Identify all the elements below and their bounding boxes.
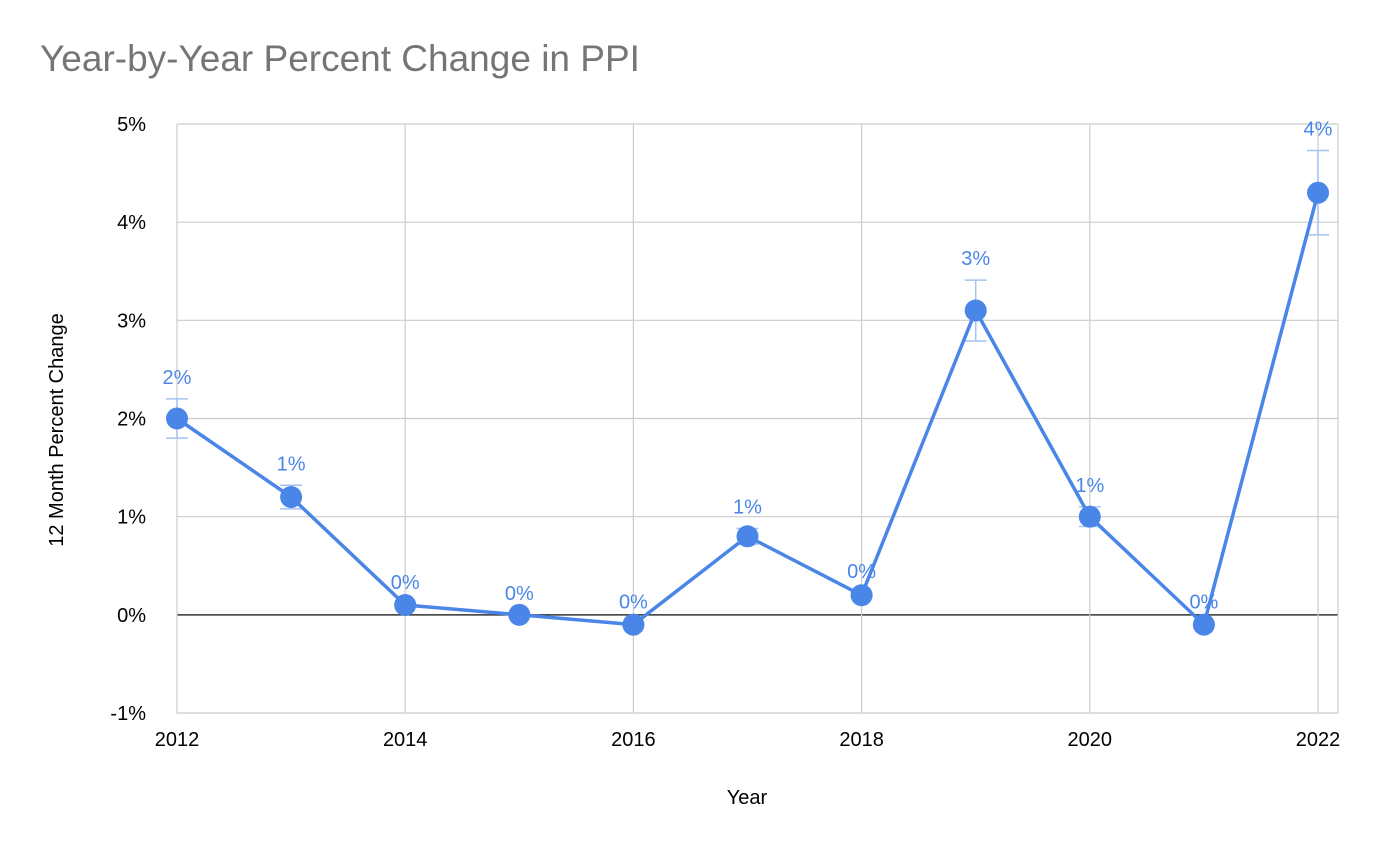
data-point [622, 613, 645, 636]
data-point [1192, 613, 1215, 636]
grid-lines [176, 123, 1339, 714]
x-tick-label: 2018 [839, 729, 884, 751]
data-point [394, 594, 417, 617]
data-label: 3% [961, 248, 990, 270]
data-point [736, 525, 759, 548]
data-point [1078, 505, 1101, 528]
data-label: 1% [733, 496, 762, 518]
y-tick-label: 2% [117, 409, 146, 431]
y-axis-title: 12 Month Percent Change [46, 313, 68, 547]
x-tick-label: 2020 [1068, 729, 1113, 751]
y-tick-label: 4% [117, 212, 146, 234]
x-tick-label: 2022 [1296, 729, 1341, 751]
data-label: 1% [277, 453, 306, 475]
y-tick-label: 1% [117, 507, 146, 529]
data-points [166, 181, 1329, 636]
data-label: 0% [619, 592, 648, 614]
data-label: 2% [163, 367, 192, 389]
data-point [508, 603, 531, 626]
series-line [176, 192, 1320, 627]
x-tick-label: 2014 [383, 729, 428, 751]
data-label: 0% [391, 572, 420, 594]
data-label: 1% [1075, 475, 1104, 497]
data-label: 4% [1304, 119, 1333, 141]
y-tick-label: 5% [117, 114, 146, 136]
data-point [850, 584, 873, 607]
y-tick-label: 0% [117, 605, 146, 627]
data-point [964, 299, 987, 322]
series-line-layer [176, 192, 1320, 627]
data-point [1307, 181, 1329, 204]
y-tick-label: -1% [110, 703, 146, 725]
data-point [280, 486, 303, 509]
x-tick-label: 2016 [611, 729, 656, 751]
data-label: 0% [505, 583, 534, 605]
x-axis-title: Year [727, 787, 768, 809]
x-tick-label: 2012 [155, 729, 200, 751]
tick-labels: -1% 0% 1% 2% 3% 4% 5% 2012 2014 2016 2018 2020 2022 [110, 114, 1340, 751]
y-tick-label: 3% [117, 310, 146, 332]
data-labels: 2% 1% 0% 0% 0% 1% 0% 3% 1% 0% 4% [163, 119, 1333, 614]
data-point [166, 407, 188, 430]
data-label: 0% [1189, 592, 1218, 614]
data-label: 0% [847, 561, 876, 583]
chart-title: Year-by-Year Percent Change in PPI [40, 38, 640, 79]
